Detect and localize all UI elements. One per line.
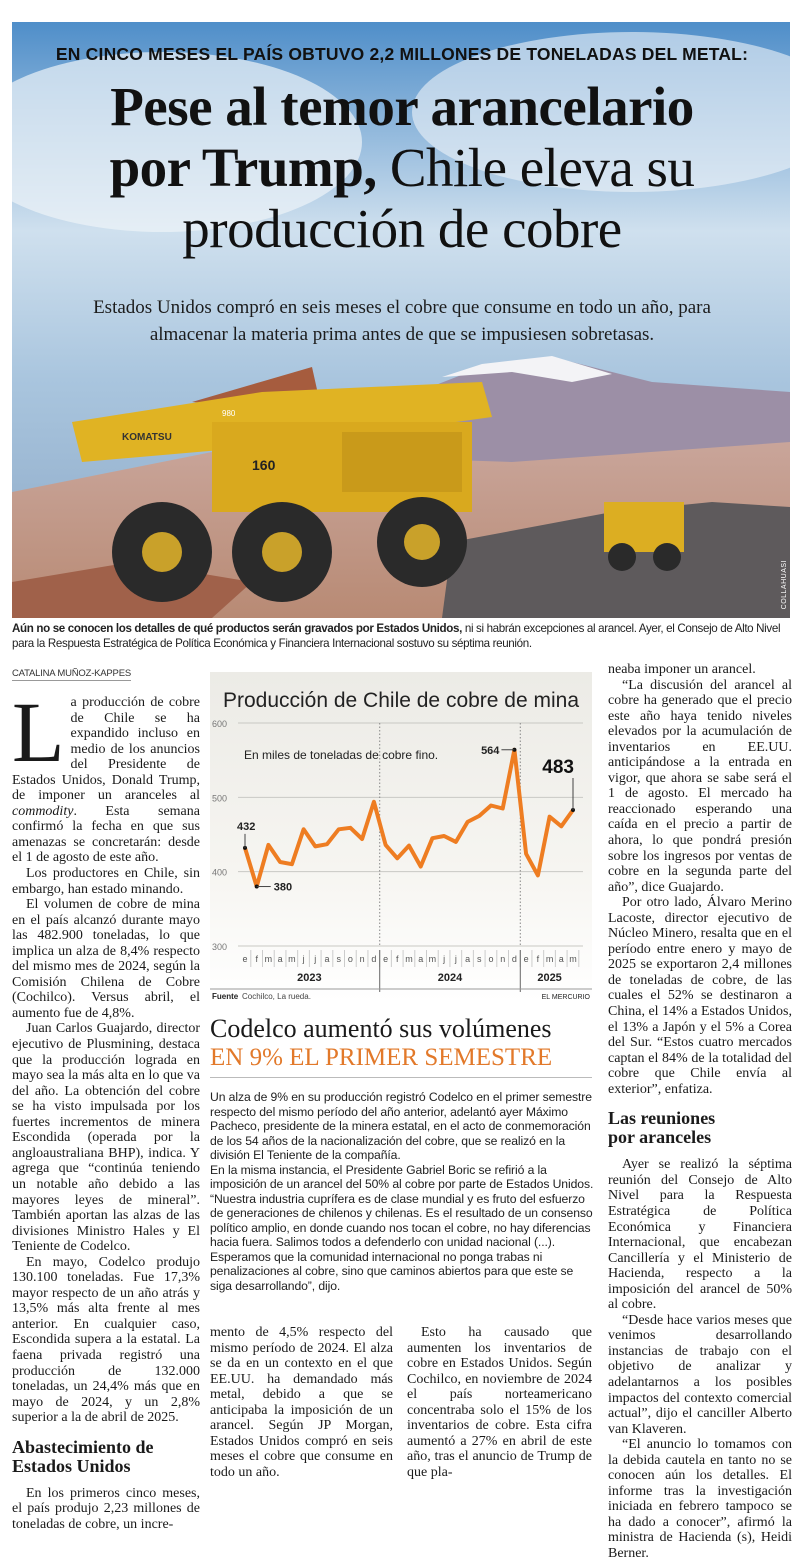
month-label: e	[524, 954, 529, 964]
month-label: j	[454, 954, 457, 964]
kicker: EN CINCO MESES EL PAÍS OBTUVO 2,2 MILLON…	[0, 44, 804, 65]
truck-brand: KOMATSU	[122, 432, 172, 443]
month-label: s	[336, 954, 341, 964]
chart-svg: Producción de Chile de cobre de mina 600 5…	[210, 672, 592, 1002]
month-label: m	[265, 954, 273, 964]
caption-lead: Aún no se conocen los detalles de qué pr…	[12, 622, 462, 635]
point-label: 380	[274, 882, 292, 894]
y-tick-label: 600	[212, 719, 227, 729]
month-label: f	[255, 954, 258, 964]
article-column-4: neaba imponer un arancel. “La discusión …	[608, 662, 792, 1562]
production-line	[245, 750, 573, 887]
chart-title: Producción de Chile de cobre de mina	[223, 689, 579, 712]
codelco-title-accent: EN 9% EL PRIMER SEMESTRE	[210, 1043, 595, 1072]
year-label: 2025	[537, 972, 561, 984]
month-label: m	[405, 954, 413, 964]
article-column-2: mento de 4,5% respecto del mismo período…	[210, 1325, 393, 1480]
year-label: 2023	[297, 972, 321, 984]
month-label: n	[500, 954, 505, 964]
headline-line3: producción de cobre	[182, 198, 621, 259]
paragraph: neaba imponer un arancel.	[608, 662, 792, 678]
paragraph: “Desde hace varios meses que venimos des…	[608, 1313, 792, 1437]
drop-cap: L	[12, 699, 65, 765]
codelco-box-text: Un alza de 9% en su producción registró …	[210, 1090, 594, 1293]
month-label: m	[288, 954, 296, 964]
italic-term: commodity	[12, 804, 73, 819]
paragraph: Los productores en Chile, sin embargo, h…	[12, 866, 200, 897]
month-label: n	[360, 954, 365, 964]
paragraph: Un alza de 9% en su producción registró …	[210, 1090, 594, 1163]
month-label: m	[546, 954, 554, 964]
headline-line2-bold: por Trump,	[110, 137, 377, 198]
section-heading: Abastecimiento de Estados Unidos	[12, 1438, 200, 1476]
paragraph: Esto ha causado que aumenten los inventa…	[407, 1325, 592, 1480]
paragraph: Por otro lado, Álvaro Merino Lacoste, di…	[608, 895, 792, 1097]
production-chart: Producción de Chile de cobre de mina 600 5…	[210, 672, 592, 1002]
paragraph: “El anuncio lo tomamos con la debida cau…	[608, 1437, 792, 1561]
y-tick-label: 400	[212, 868, 227, 878]
source-label: Fuente	[212, 992, 239, 1001]
truck-model: 980	[222, 409, 236, 418]
month-label: o	[348, 954, 353, 964]
source-text: Cochilco, La rueda.	[242, 992, 311, 1001]
month-label: d	[371, 954, 376, 964]
month-label: a	[559, 954, 564, 964]
photo-caption: Aún no se conocen los detalles de qué pr…	[12, 621, 797, 651]
paragraph: El volumen de cobre de mina en el país a…	[12, 897, 200, 1021]
month-label: o	[488, 954, 493, 964]
headline-line1: Pese al temor arancelario	[110, 76, 694, 137]
month-label: j	[313, 954, 316, 964]
month-label: f	[396, 954, 399, 964]
month-label: e	[383, 954, 388, 964]
point-label: 564	[481, 745, 500, 757]
paragraph: “La discusión del arancel al cobre ha ge…	[608, 678, 792, 896]
month-label: j	[302, 954, 305, 964]
truck-number: 160	[252, 457, 276, 473]
y-tick-label: 300	[212, 942, 227, 952]
article-column-3: Esto ha causado que aumenten los inventa…	[407, 1325, 592, 1480]
latest-value-label: 483	[542, 757, 574, 778]
paragraph: En la misma instancia, el Presidente Gab…	[210, 1163, 594, 1294]
brand-label: EL MERCURIO	[542, 994, 591, 1001]
point-label: 432	[237, 821, 255, 833]
headline-line2: Chile eleva su	[377, 137, 695, 198]
paragraph: Ayer se realizó la séptima reunión del C…	[608, 1157, 792, 1312]
month-label: m	[429, 954, 437, 964]
paragraph: En mayo, Codelco produjo 130.100 tonelad…	[12, 1255, 200, 1426]
month-label: m	[569, 954, 577, 964]
paragraph: Juan Carlos Guajardo, director ejecutivo…	[12, 1021, 200, 1254]
codelco-title: Codelco aumentó sus volúmenes	[210, 1014, 552, 1043]
month-label: a	[324, 954, 329, 964]
y-tick-label: 500	[212, 793, 227, 803]
chart-unit-note: En miles de toneladas de cobre fino.	[244, 748, 438, 762]
headline: Pese al temor arancelario por Trump, Chi…	[0, 76, 804, 259]
month-label: s	[477, 954, 482, 964]
subtitle: Estados Unidos compró en seis meses el c…	[60, 294, 744, 348]
section-heading: Las reuniones por aranceles	[608, 1109, 728, 1147]
divider	[210, 1077, 592, 1078]
month-label: f	[537, 954, 540, 964]
month-label: j	[442, 954, 445, 964]
month-label: d	[512, 954, 517, 964]
photo-credit: COLLAHUASI	[781, 560, 788, 609]
month-label: a	[418, 954, 423, 964]
paragraph: mento de 4,5% respecto del mismo período…	[210, 1325, 393, 1480]
month-label: e	[242, 954, 247, 964]
paragraph: En los primeros cinco meses, el país pro…	[12, 1486, 200, 1533]
year-label: 2024	[438, 972, 463, 984]
month-label: a	[278, 954, 283, 964]
month-label: a	[465, 954, 470, 964]
byline: CATALINA MUÑOZ-KAPPES	[12, 668, 131, 681]
